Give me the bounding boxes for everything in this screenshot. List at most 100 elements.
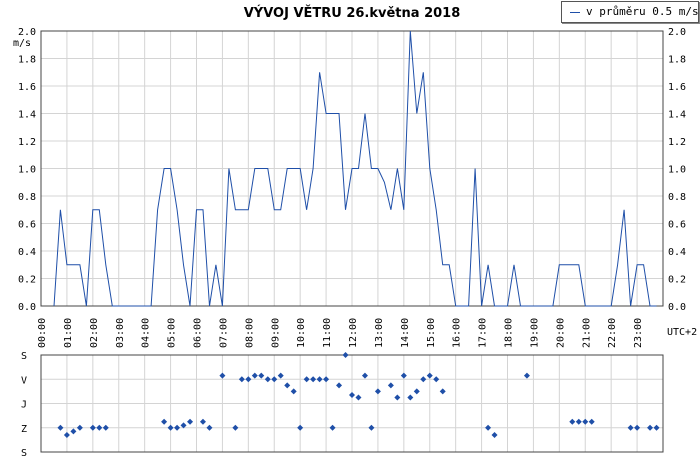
x-axis-timezone-label: UTC+2 bbox=[667, 327, 697, 338]
direction-point bbox=[355, 394, 362, 401]
y-tick-label-right: 1.4 bbox=[668, 110, 686, 121]
direction-point bbox=[290, 388, 297, 395]
direction-point bbox=[349, 392, 355, 399]
direction-point bbox=[245, 376, 252, 383]
y-tick-label-right: 2.0 bbox=[668, 27, 686, 38]
direction-point bbox=[374, 388, 381, 395]
x-tick-label: 10:00 bbox=[296, 318, 307, 348]
direction-point bbox=[361, 372, 368, 379]
plot-frame-top bbox=[40, 30, 664, 307]
direction-point bbox=[219, 372, 226, 379]
direction-point bbox=[238, 376, 245, 383]
y-tick-label-left: 0.4 bbox=[18, 247, 36, 258]
direction-point bbox=[433, 376, 440, 383]
direction-point bbox=[180, 422, 187, 429]
direction-point bbox=[57, 424, 64, 431]
x-tick-label: 01:00 bbox=[63, 318, 74, 348]
direction-point bbox=[329, 424, 336, 431]
direction-tick-label: Z bbox=[21, 424, 27, 435]
x-tick-label: 12:00 bbox=[348, 318, 359, 348]
y-tick-label-left: 1.0 bbox=[18, 165, 36, 176]
x-tick-label: 18:00 bbox=[504, 318, 515, 348]
direction-point bbox=[284, 382, 291, 389]
direction-point bbox=[232, 424, 239, 431]
direction-point bbox=[407, 394, 414, 401]
x-tick-label: 13:00 bbox=[374, 318, 385, 348]
y-axis-unit-label: m/s bbox=[13, 38, 31, 49]
y-tick-label-right: 1.2 bbox=[668, 137, 686, 148]
y-tick-label-left: 0.2 bbox=[18, 275, 36, 286]
direction-point bbox=[251, 372, 258, 379]
x-tick-label: 20:00 bbox=[555, 318, 566, 348]
y-tick-label-right: 0.6 bbox=[668, 220, 686, 231]
y-tick-label-left: 1.8 bbox=[18, 55, 36, 66]
x-tick-label: 11:00 bbox=[322, 318, 333, 348]
x-tick-label: 15:00 bbox=[426, 318, 437, 348]
y-tick-label-left: 0.8 bbox=[18, 192, 36, 203]
direction-point bbox=[161, 418, 168, 425]
x-tick-label: 23:00 bbox=[633, 318, 644, 348]
x-tick-label: 04:00 bbox=[141, 318, 152, 348]
x-tick-label: 05:00 bbox=[167, 318, 178, 348]
direction-point bbox=[303, 376, 310, 383]
direction-point bbox=[569, 418, 576, 425]
y-tick-label-right: 0.4 bbox=[668, 247, 686, 258]
direction-point bbox=[627, 424, 634, 431]
direction-point bbox=[264, 376, 271, 383]
y-tick-label-left: 1.4 bbox=[18, 110, 36, 121]
y-tick-label-right: 0.2 bbox=[668, 275, 686, 286]
direction-point bbox=[89, 424, 96, 431]
direction-point bbox=[485, 424, 492, 431]
direction-tick-label: S bbox=[21, 448, 27, 459]
x-tick-label: 19:00 bbox=[529, 318, 540, 348]
x-tick-label: 14:00 bbox=[400, 318, 411, 348]
direction-point bbox=[102, 424, 109, 431]
direction-point bbox=[174, 424, 181, 431]
y-tick-label-right: 1.6 bbox=[668, 82, 686, 93]
direction-point bbox=[588, 418, 595, 425]
y-tick-label-left: 0.0 bbox=[18, 302, 36, 313]
direction-point bbox=[297, 424, 304, 431]
direction-point bbox=[523, 372, 530, 379]
direction-point bbox=[63, 432, 70, 439]
direction-tick-label: V bbox=[21, 375, 27, 386]
y-tick-label-left: 2.0 bbox=[18, 27, 36, 38]
x-tick-label: 07:00 bbox=[218, 318, 229, 348]
direction-point bbox=[420, 376, 427, 383]
direction-point bbox=[206, 424, 213, 431]
x-tick-label: 16:00 bbox=[452, 318, 463, 348]
direction-point bbox=[70, 428, 77, 435]
y-tick-label-right: 0.8 bbox=[668, 192, 686, 203]
chart-title: VÝVOJ VĚTRU 26.května 2018 bbox=[244, 5, 461, 21]
y-tick-label-right: 0.0 bbox=[668, 302, 686, 313]
x-tick-label: 02:00 bbox=[89, 318, 100, 348]
direction-point bbox=[271, 376, 278, 383]
plot-frame-bottom bbox=[40, 354, 664, 453]
x-tick-label: 21:00 bbox=[581, 318, 592, 348]
direction-point bbox=[394, 394, 401, 401]
direction-point bbox=[413, 388, 420, 395]
direction-point bbox=[258, 372, 265, 379]
direction-point bbox=[439, 388, 446, 395]
direction-point bbox=[199, 418, 206, 425]
x-tick-label: 09:00 bbox=[270, 318, 281, 348]
y-tick-label-left: 1.6 bbox=[18, 82, 36, 93]
direction-point bbox=[76, 424, 83, 431]
direction-point bbox=[575, 418, 582, 425]
legend-label: v průměru 0.5 m/s bbox=[586, 5, 699, 18]
direction-point bbox=[323, 376, 330, 383]
wind-speed-line bbox=[53, 30, 657, 307]
x-tick-label: 00:00 bbox=[37, 318, 48, 348]
legend: v průměru 0.5 m/s bbox=[561, 1, 699, 23]
direction-point bbox=[96, 424, 103, 431]
y-tick-label-right: 1.8 bbox=[668, 55, 686, 66]
direction-point bbox=[647, 424, 654, 431]
direction-point bbox=[187, 418, 194, 425]
direction-point bbox=[491, 432, 498, 439]
x-tick-label: 17:00 bbox=[478, 318, 489, 348]
legend-swatch bbox=[570, 12, 580, 13]
direction-point bbox=[368, 424, 375, 431]
direction-tick-label: S bbox=[21, 351, 27, 362]
direction-point bbox=[167, 424, 174, 431]
